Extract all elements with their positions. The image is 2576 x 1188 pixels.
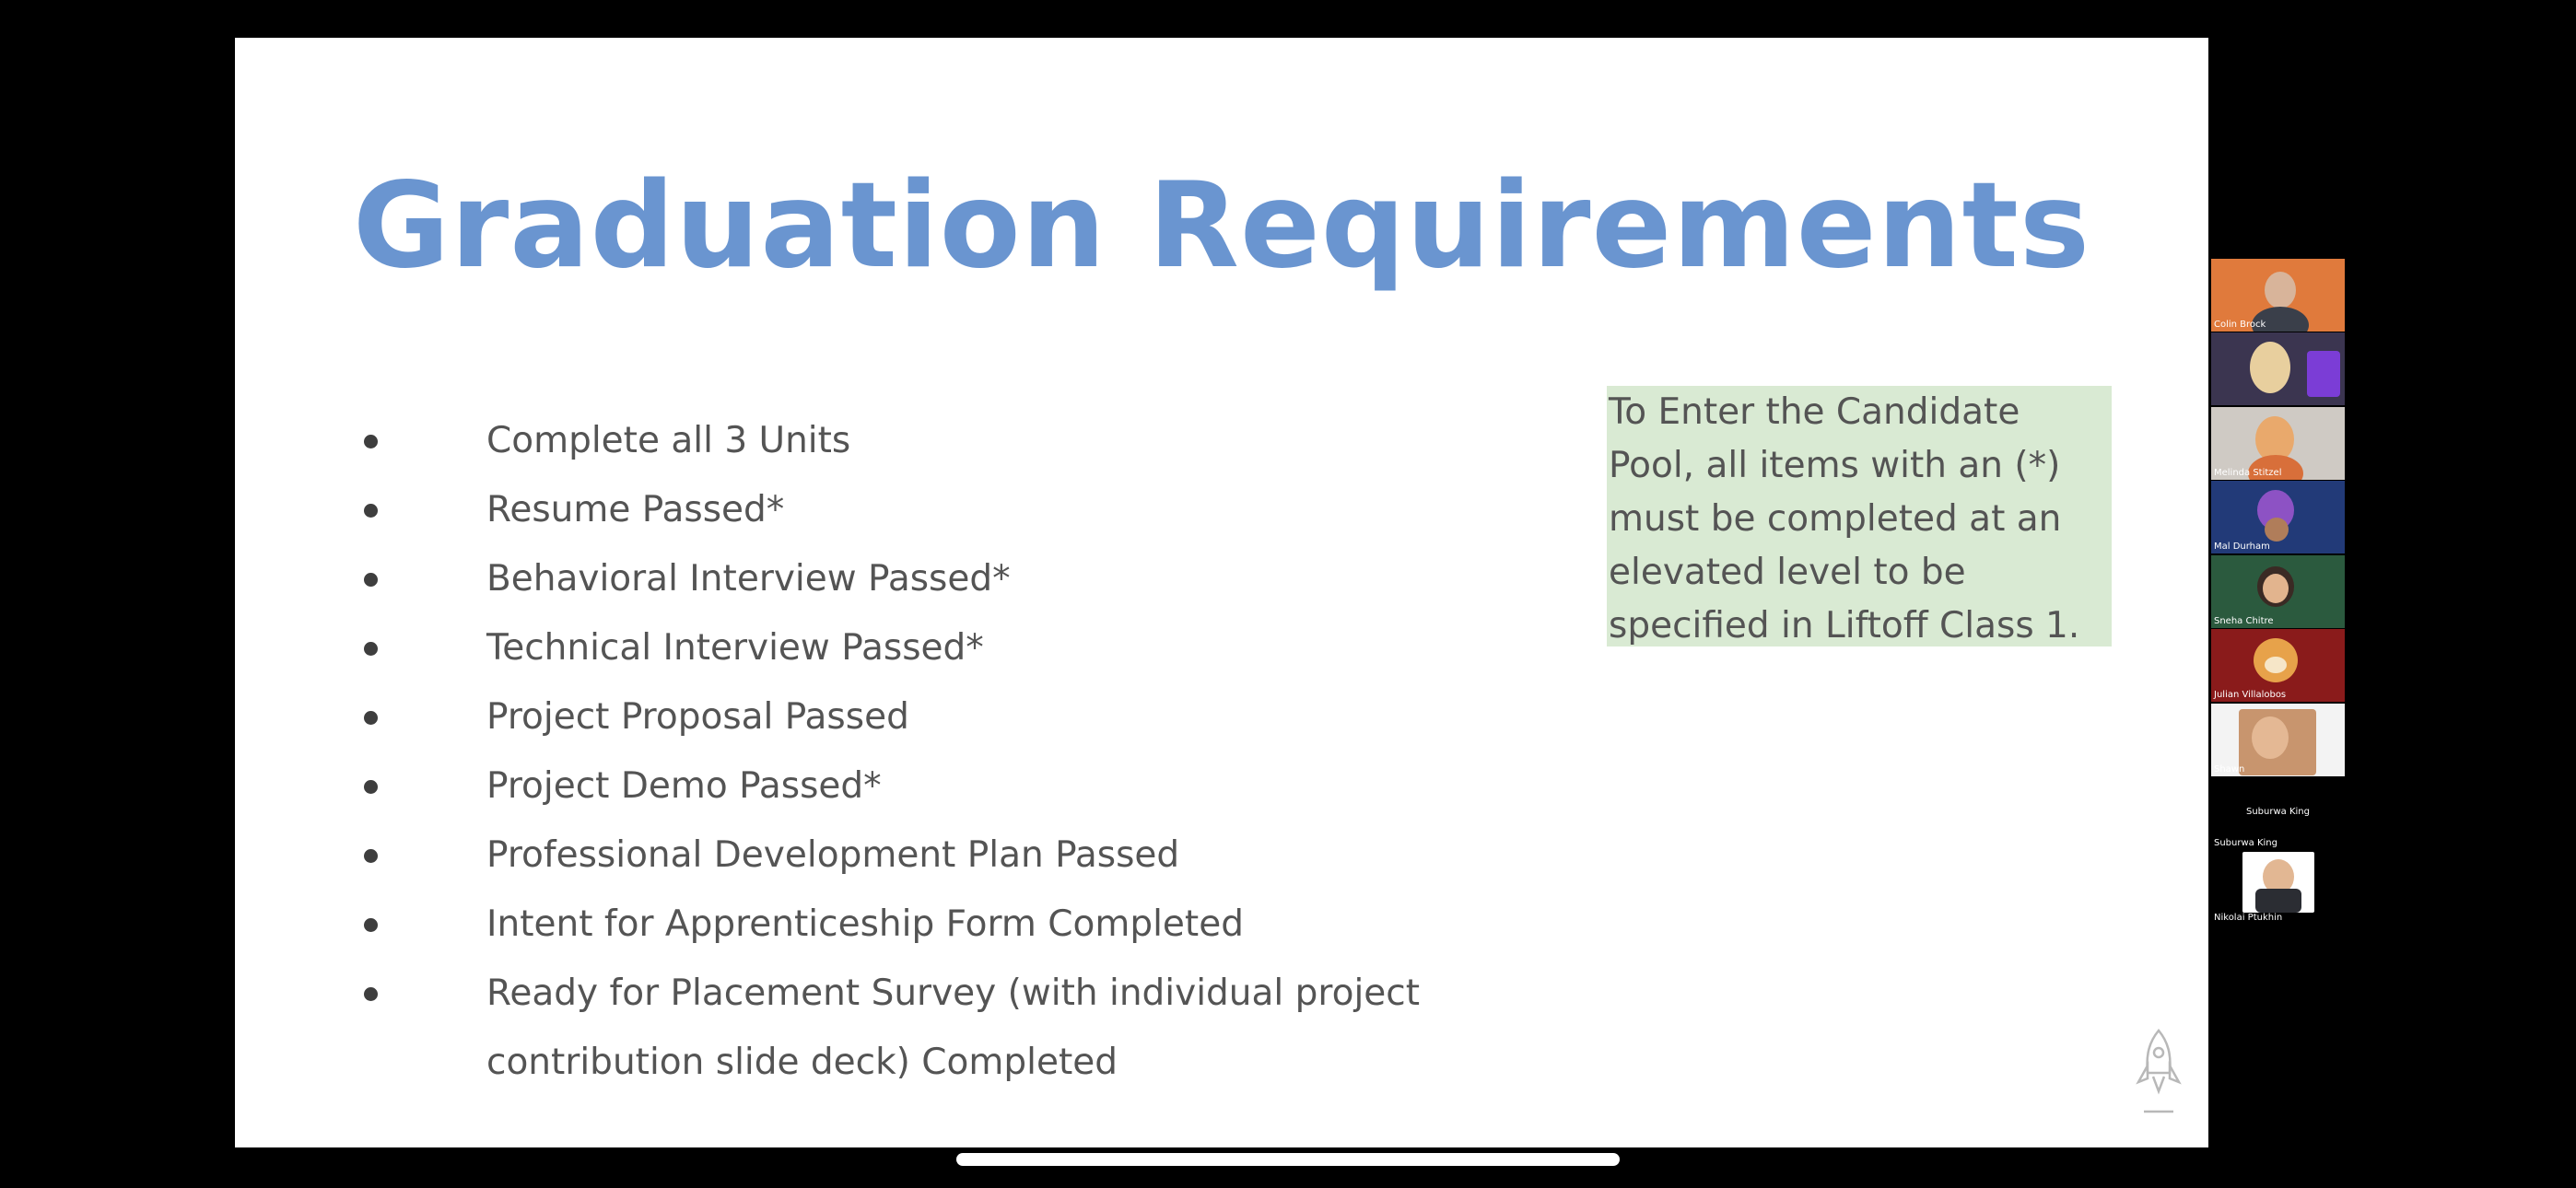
participant-name: Mal Durham	[2214, 542, 2270, 552]
list-item: Project Demo Passed*	[364, 751, 1700, 821]
list-item: Complete all 3 Units	[364, 406, 1700, 475]
participant-name: Colin Brock	[2214, 320, 2266, 330]
participant-name: Nikolai Ptukhin	[2214, 913, 2283, 923]
avatar	[2250, 342, 2290, 393]
participant-tile[interactable]: Mal Durham	[2211, 481, 2345, 553]
candidate-pool-note: To Enter the Candidate Pool, all items w…	[1607, 386, 2112, 646]
avatar	[2307, 351, 2340, 397]
participant-name: Suburwa King	[2246, 807, 2310, 817]
list-item: Intent for Apprenticeship Form Completed	[364, 890, 1700, 959]
bullet-icon	[364, 573, 378, 587]
bullet-icon	[364, 435, 378, 448]
bullet-icon	[364, 780, 378, 794]
participants-panel: Colin Brock Melinda Stitzel Mal Durham S…	[2211, 259, 2345, 926]
list-item: Project Proposal Passed	[364, 682, 1700, 751]
participant-tile[interactable]: Nikolai Ptukhin	[2211, 852, 2345, 925]
avatar	[2252, 716, 2289, 759]
note-line: Pool, all items with an (*)	[1609, 445, 2061, 486]
list-item: Professional Development Plan Passed	[364, 821, 1700, 890]
participant-tile[interactable]: Melinda Stitzel	[2211, 407, 2345, 480]
participant-name: Shawn	[2214, 764, 2245, 775]
shared-slide: Graduation Requirements Complete all 3 U…	[235, 38, 2208, 1147]
participant-name: Melinda Stitzel	[2214, 468, 2282, 478]
avatar	[2252, 307, 2309, 332]
participant-tile[interactable]	[2211, 332, 2345, 405]
participant-tile[interactable]: Sneha Chitre	[2211, 555, 2345, 628]
avatar	[2255, 889, 2301, 913]
bullet-icon	[364, 849, 378, 863]
avatar	[2265, 657, 2287, 673]
participant-name: Sneha Chitre	[2214, 616, 2274, 626]
participant-name: Suburwa King	[2214, 838, 2277, 848]
slide-title: Graduation Requirements	[353, 157, 2090, 295]
list-item: Technical Interview Passed*	[364, 613, 1700, 682]
avatar	[2265, 518, 2289, 542]
requirements-list: Complete all 3 Units Resume Passed* Beha…	[364, 406, 1700, 1097]
participant-name: Julian Villalobos	[2214, 690, 2287, 700]
list-item: Behavioral Interview Passed*	[364, 544, 1700, 613]
note-line: To Enter the Candidate	[1609, 391, 2020, 433]
bullet-icon	[364, 987, 378, 1001]
bullet-icon	[364, 504, 378, 518]
bullet-icon	[364, 642, 378, 656]
participant-tile[interactable]: Colin Brock	[2211, 259, 2345, 332]
participant-tile[interactable]: Suburwa King Suburwa King	[2211, 777, 2345, 850]
participant-tile[interactable]: Julian Villalobos	[2211, 629, 2345, 702]
list-item: Resume Passed*	[364, 475, 1700, 544]
avatar	[2263, 574, 2289, 603]
note-line: elevated level to be	[1609, 552, 1966, 593]
note-line: must be completed at an	[1609, 498, 2062, 540]
bullet-icon	[364, 918, 378, 932]
avatar	[2255, 416, 2294, 462]
home-indicator[interactable]	[956, 1153, 1620, 1166]
note-line: specified in Liftoff Class 1.	[1609, 605, 2080, 646]
list-item: Ready for Placement Survey (with individ…	[364, 959, 1700, 1097]
avatar	[2263, 859, 2294, 894]
avatar	[2265, 272, 2296, 309]
avatar	[2248, 455, 2303, 480]
participant-tile[interactable]: Shawn	[2211, 704, 2345, 776]
bullet-icon	[364, 711, 378, 725]
rocket-icon	[2136, 1029, 2182, 1113]
